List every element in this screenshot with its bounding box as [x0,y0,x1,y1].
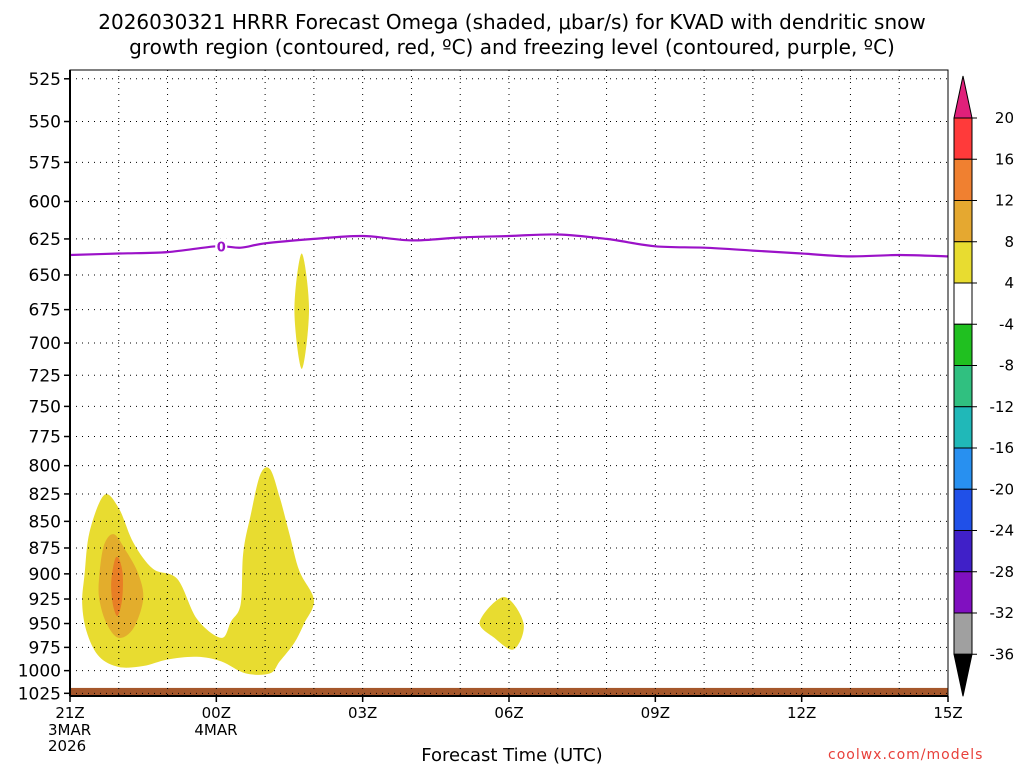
grid-lines [70,70,948,696]
ground-bar [70,687,948,696]
y-tick-label-850: 850 [29,512,61,532]
colorbar-label-5: -4 [999,315,1014,333]
y-tick-label-1000: 1000 [18,662,61,682]
colorbar-label-0: 20 [995,109,1014,127]
colorbar-segment-2 [953,200,973,243]
colorbar-segment-12 [953,612,973,655]
x-date-label: 3MAR 2026 [48,722,91,754]
y-tick-label-825: 825 [29,485,61,505]
y-tick-label-775: 775 [29,428,61,448]
y-tick-label-875: 875 [29,539,61,559]
site-credit: coolwx.com/models [828,747,984,763]
freezing-level-line [69,233,949,258]
chart-title-line1: 2026030321 HRRR Forecast Omega (shaded, … [98,10,926,34]
colorbar-segment-0 [953,117,973,160]
x-tick-label-21Z: 21Z [55,704,84,722]
y-tick-label-925: 925 [29,590,61,610]
x-date-label: 4MAR [194,722,237,738]
chart-title-line2: growth region (contoured, red, ºC) and f… [129,35,895,59]
y-tick-label-750: 750 [29,397,61,417]
omega-region-0 [82,467,314,675]
y-axis-ticks: 525 550 575 600 625 650 675 700 725 750 775 800 825 8… [18,70,70,704]
x-tick-label-12Z: 12Z [787,704,816,722]
colorbar-segment-1 [953,158,973,201]
colorbar-segment-6 [953,365,973,408]
y-tick-label-525: 525 [29,70,61,90]
x-date-label-line: 2026 [48,737,87,755]
x-tick-label-00Z: 00Z [202,704,231,722]
colorbar-top-arrow [953,75,973,119]
colorbar-label-7: -12 [990,398,1015,416]
x-axis-ticks: 21Z 00Z 03Z 06Z 09Z 12Z 15Z [55,696,963,722]
y-tick-label-600: 600 [29,192,61,212]
y-tick-label-1025: 1025 [18,684,61,704]
y-tick-label-975: 975 [29,638,61,658]
y-tick-label-550: 550 [29,113,61,133]
colorbar-segment-4 [953,282,973,325]
y-tick-label-700: 700 [29,334,61,354]
omega-region-4 [111,556,123,617]
colorbar-label-13: -36 [990,645,1015,663]
freezing-label-bg [215,238,228,255]
omega-colorbar: 20 16 12 8 4 -4 -8 -12 -16 -20 -24 -28 -32 -36 [953,75,1015,697]
y-tick-label-900: 900 [29,565,61,585]
x-tick-label-09Z: 09Z [641,704,670,722]
colorbar-label-11: -28 [990,563,1015,581]
y-tick-label-800: 800 [29,457,61,477]
y-tick-label-650: 650 [29,266,61,286]
omega-region-2 [479,596,524,650]
colorbar-segment-3 [953,241,973,284]
y-tick-label-575: 575 [29,153,61,173]
y-tick-label-675: 675 [29,301,61,321]
colorbar-label-12: -32 [990,604,1015,622]
colorbar-label-3: 8 [1004,233,1014,251]
x-axis-label: Forecast Time (UTC) [421,745,603,766]
colorbar-segment-7 [953,406,973,449]
x-tick-label-15Z: 15Z [933,704,962,722]
colorbar-segment-9 [953,488,973,531]
colorbar-label-8: -16 [990,439,1015,457]
y-tick-label-950: 950 [29,615,61,635]
colorbar-segment-5 [953,323,973,366]
colorbar-label-10: -24 [990,522,1015,540]
colorbar-label-6: -8 [999,357,1014,375]
x-date-label-line: 3MAR [48,721,92,739]
colorbar-label-2: 12 [995,192,1014,210]
colorbar-bottom-arrow [953,653,973,697]
colorbar-segment-11 [953,571,973,614]
colorbar-segment-8 [953,447,973,490]
freezing-level-contour: 0 [69,233,949,258]
colorbar-label-1: 16 [995,150,1014,168]
x-date-label-line: 4MAR [194,721,238,739]
omega-region-1 [294,253,309,369]
x-tick-label-06Z: 06Z [494,704,523,722]
omega-shading [82,253,524,675]
y-tick-label-725: 725 [29,366,61,386]
ground-surface [70,687,948,696]
freezing-level-label: 0 [217,241,226,256]
colorbar-label-9: -20 [990,480,1015,498]
colorbar-segment-10 [953,530,973,573]
x-tick-label-03Z: 03Z [348,704,377,722]
y-tick-label-625: 625 [29,230,61,250]
colorbar-label-4: 4 [1004,274,1014,292]
